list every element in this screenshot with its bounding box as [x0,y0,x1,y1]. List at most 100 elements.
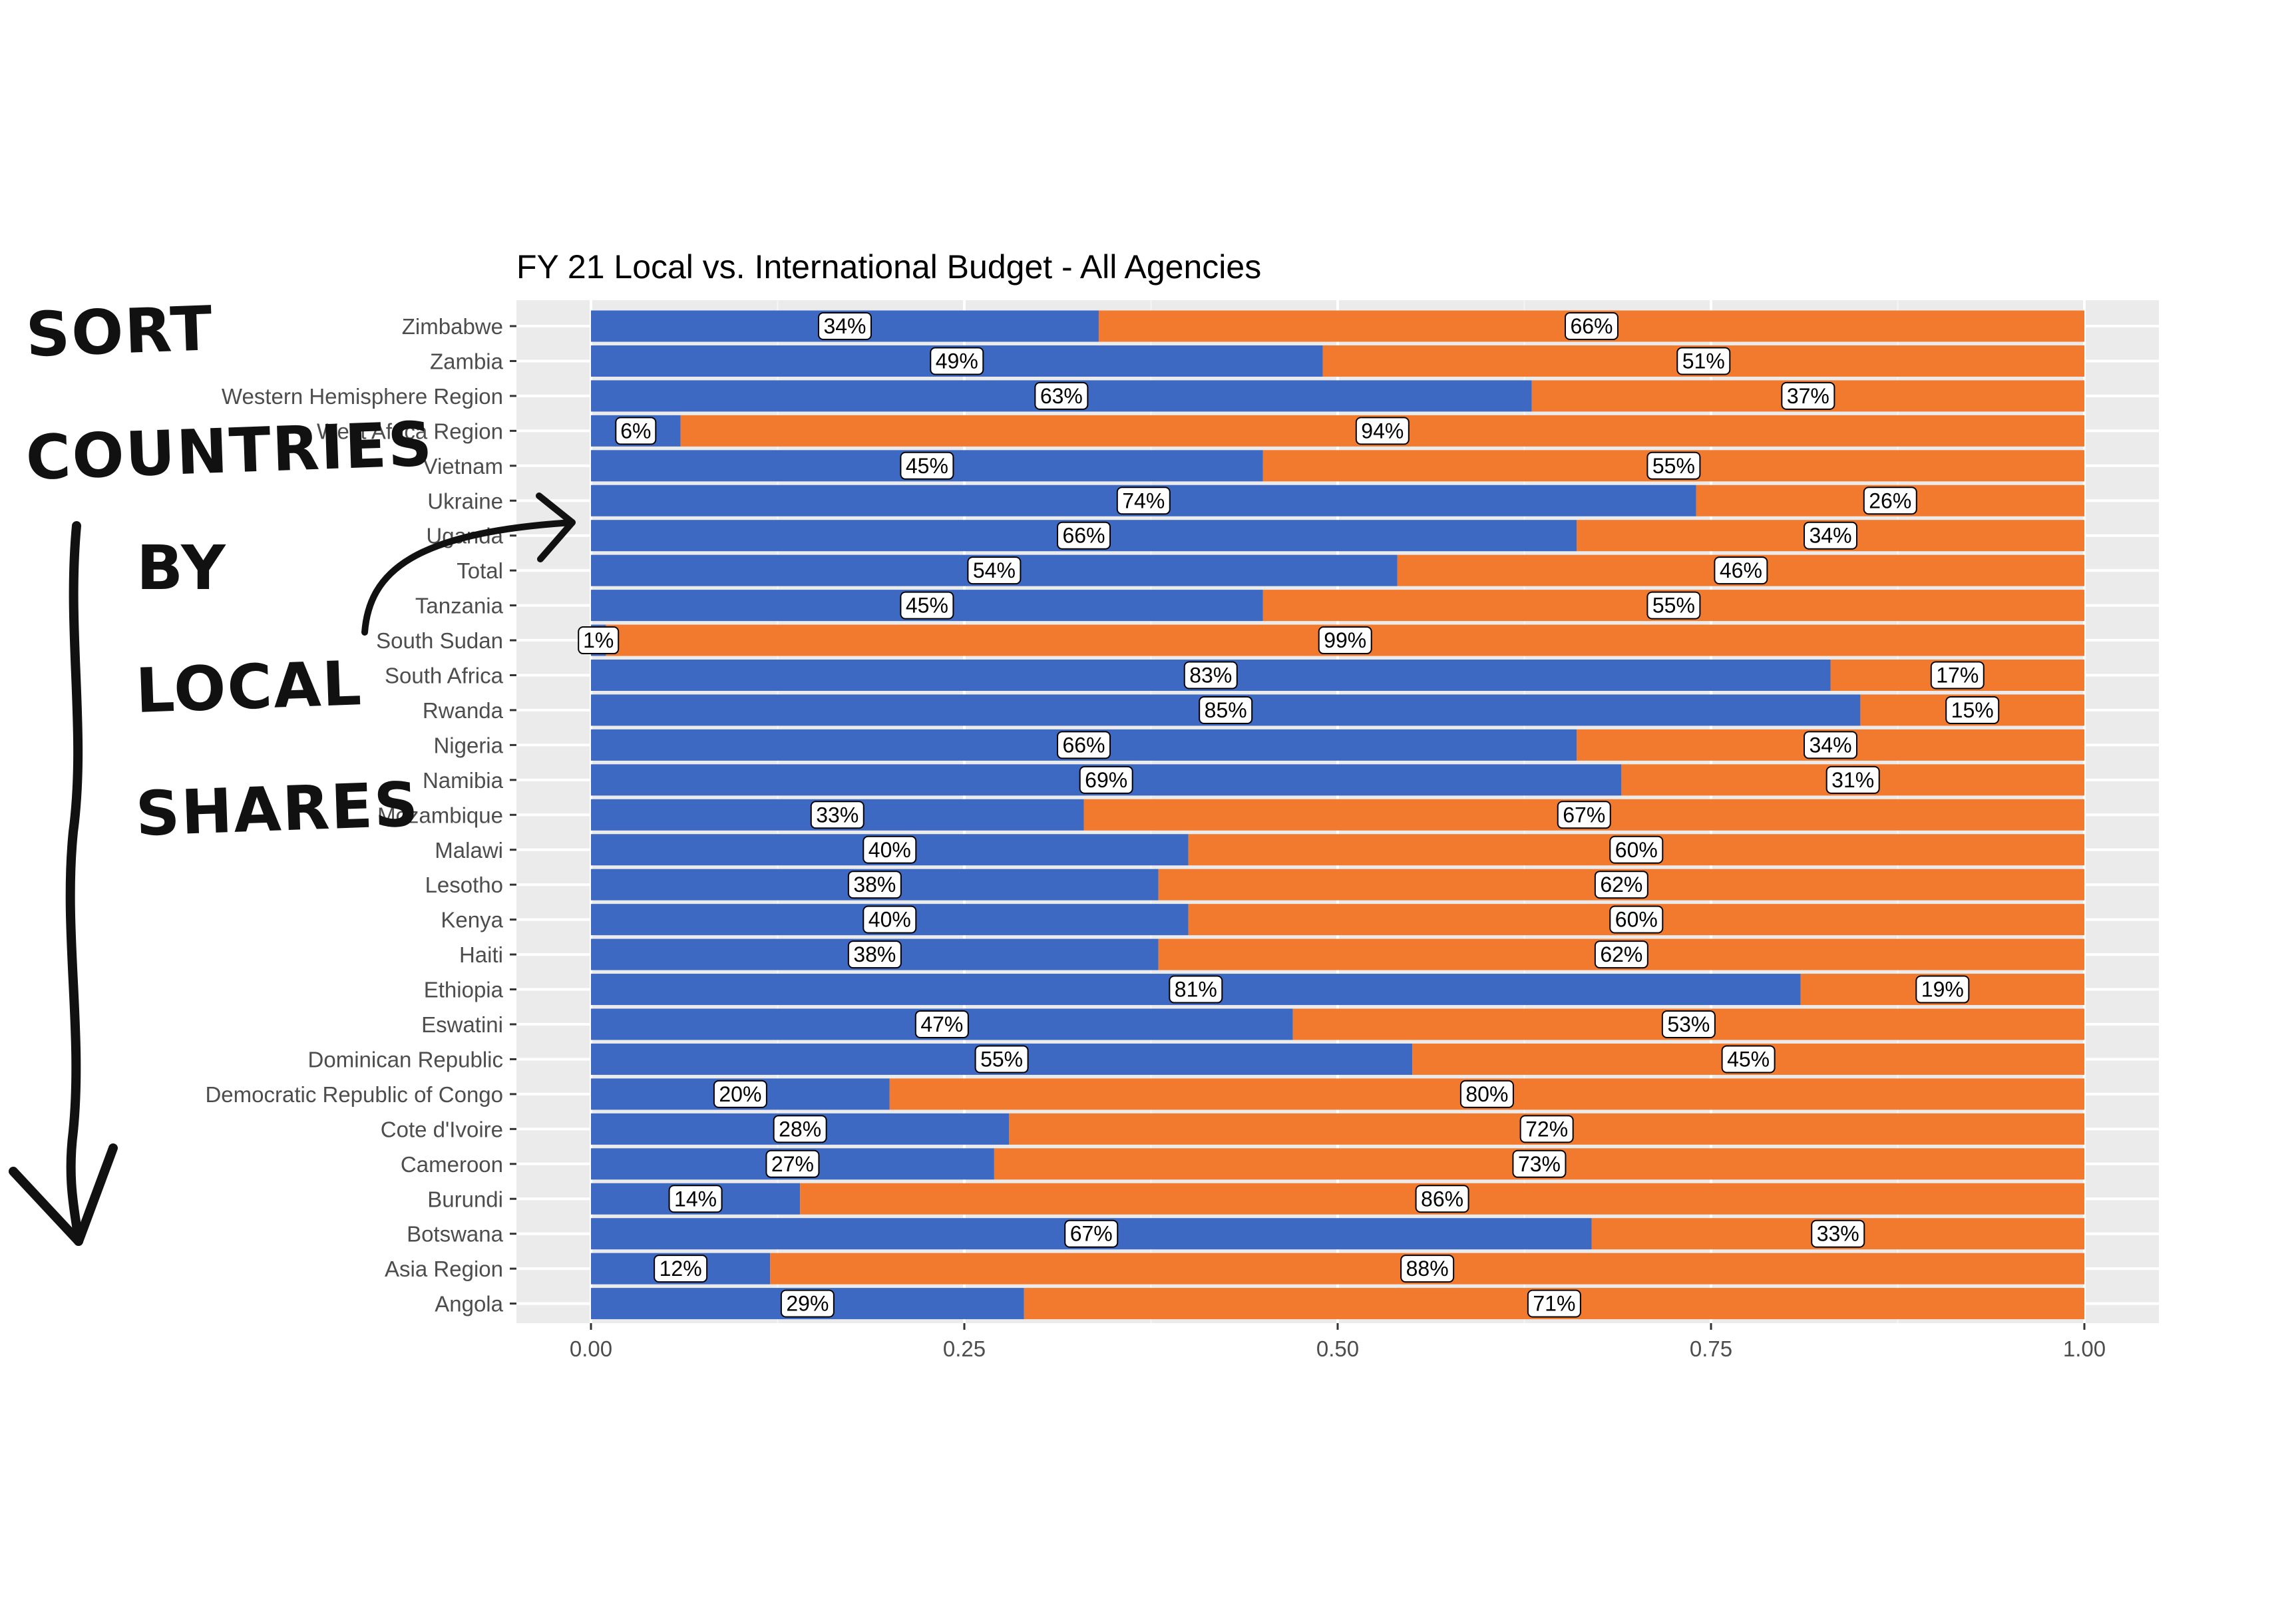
data-label-text: 27% [771,1152,814,1176]
data-label-box [668,1185,723,1213]
y-tick-label: South Sudan [376,628,503,653]
data-label-text: 49% [936,349,978,373]
y-tick-label: Angola [435,1292,503,1316]
x-tick-label: 0.25 [943,1336,986,1361]
data-label-box [1116,487,1171,515]
data-label-local: 63% [1034,381,1089,410]
y-axis: Zimbabwe Zambia Western Hemisphere Region W… [205,314,516,1316]
y-tick-label: Kenya [441,908,503,932]
data-label-local: 14% [668,1185,723,1213]
data-label-text: 99% [1324,628,1366,652]
y-tick-label: Botswana [407,1222,504,1247]
data-label-local: 40% [862,835,917,864]
y-tick-label: Eswatini [421,1012,503,1037]
data-label-local: 27% [765,1149,820,1178]
data-label-international: 60% [1609,835,1664,864]
data-label-text: 34% [1809,733,1851,757]
y-tick-label: Haiti [459,942,503,967]
data-label-box [1415,1185,1469,1213]
data-label-text: 62% [1600,942,1642,966]
data-label-international: 53% [1661,1010,1716,1038]
y-tick-label: Democratic Republic of Congo [205,1082,503,1107]
data-label-box [1512,1149,1567,1178]
data-label-text: 72% [1525,1117,1568,1141]
data-label-international: 31% [1825,765,1880,794]
data-label-local: 69% [1079,765,1133,794]
data-label-box [900,451,954,480]
data-label-box [1781,381,1835,410]
data-label-box [780,1289,835,1318]
data-label-text: 54% [973,558,1016,582]
data-label-box [578,626,620,655]
data-label-international: 72% [1519,1115,1574,1143]
data-label-box [847,940,902,969]
y-tick-label: Ethiopia [424,978,504,1002]
y-tick-label: Asia Region [385,1257,503,1281]
data-label-international: 80% [1459,1080,1514,1108]
data-label-text: 73% [1518,1152,1561,1176]
data-label-box [1400,1255,1455,1283]
data-label-box [713,1080,767,1108]
data-label-text: 6% [620,419,651,443]
data-label-box [1355,417,1410,445]
y-tick-label: Cameroon [401,1152,503,1177]
y-tick-label: Burundi [427,1187,503,1211]
annotation-line-1: SORT [25,293,215,371]
y-tick-label: Dominican Republic [308,1047,503,1072]
annotation-line-5: SHARES [134,769,421,850]
data-label-text: 33% [1817,1222,1859,1246]
data-label-local: 12% [654,1255,708,1283]
data-label-box [1804,731,1858,759]
data-label-international: 34% [1804,521,1858,550]
annotation-line-4: LOCAL [134,648,363,727]
data-label-text: 12% [660,1257,702,1281]
data-label-box [1459,1080,1514,1108]
data-label-local: 28% [773,1115,827,1143]
data-label-local: 34% [817,312,872,340]
data-label-box [1609,905,1664,934]
data-label-text: 28% [779,1117,821,1141]
data-label-box [654,1255,708,1283]
data-label-box [930,347,984,375]
data-label-text: 17% [1936,664,1979,688]
data-label-local: 38% [847,940,902,969]
data-label-box [847,871,902,899]
data-label-local: 66% [1057,521,1111,550]
data-label-box [810,801,864,829]
data-label-box [765,1149,820,1178]
x-axis: 0.00 0.25 0.50 0.75 1.00 [570,1323,2106,1361]
down-arrow-shaft [65,521,83,1246]
data-label-text: 55% [980,1047,1023,1071]
x-tick-label: 0.50 [1316,1336,1359,1361]
data-label-international: 26% [1863,487,1917,515]
y-tick-label: Tanzania [415,594,504,618]
x-tick-label: 0.75 [1690,1336,1732,1361]
data-label-international: 55% [1646,591,1701,620]
data-label-text: 19% [1921,978,1964,1002]
down-arrow-head [9,1143,118,1246]
data-label-box [1057,521,1111,550]
data-label-box [967,556,1022,585]
data-label-local: 66% [1057,731,1111,759]
data-label-text: 38% [853,942,896,966]
data-label-local: 83% [1183,661,1238,690]
data-label-local: 55% [974,1045,1029,1074]
data-label-international: 71% [1527,1289,1581,1318]
data-label-box [1661,1010,1716,1038]
y-tick-label: Lesotho [425,873,503,897]
data-label-text: 31% [1831,768,1874,792]
data-label-local: 54% [967,556,1022,585]
y-tick-label: Rwanda [423,698,504,723]
data-label-international: 15% [1945,696,2000,724]
data-label-international: 66% [1564,312,1619,340]
data-label-text: 60% [1615,908,1658,932]
y-tick-label: Total [457,558,503,583]
data-label-text: 26% [1869,489,1911,512]
data-label-text: 40% [868,838,911,862]
data-label-local: 67% [1064,1219,1119,1248]
data-label-box [1609,835,1664,864]
data-label-text: 45% [906,594,948,618]
data-label-box [1646,591,1701,620]
data-label-box [862,835,917,864]
annotation-line-2: COUNTRIES [25,409,435,494]
